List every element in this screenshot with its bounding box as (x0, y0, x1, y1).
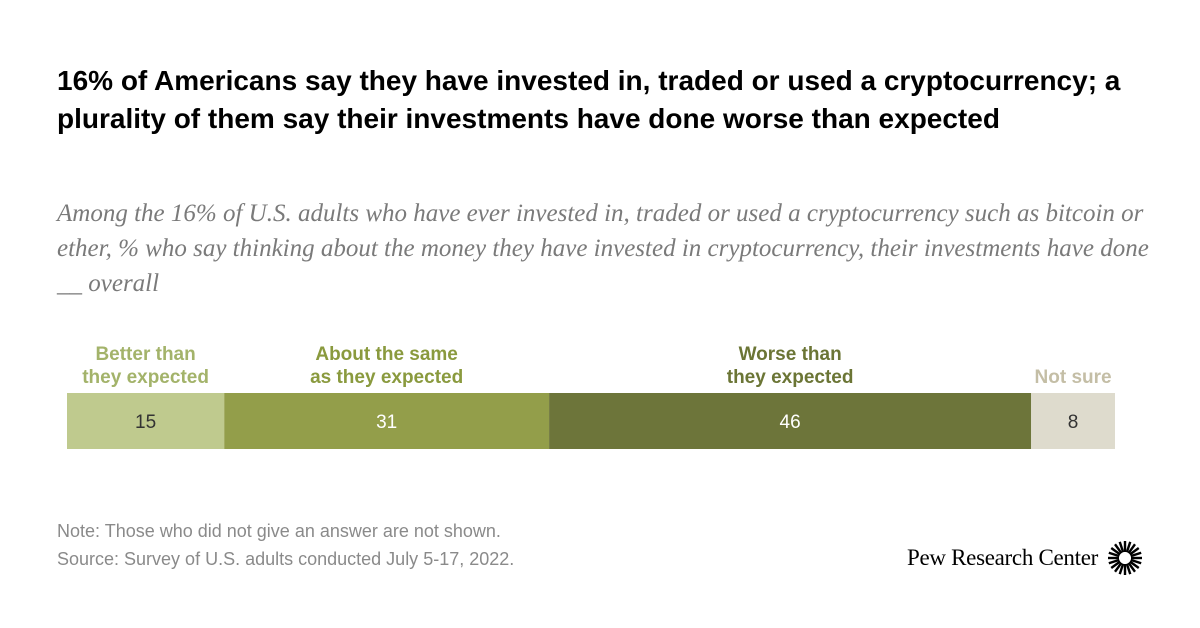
category-label-2-line-1: About the same (315, 344, 458, 365)
data-label-1: 15 (135, 412, 156, 433)
category-label-3-line-1: Worse than (739, 344, 842, 365)
data-label-2: 31 (376, 412, 397, 433)
pew-logo: Pew Research Center (907, 540, 1144, 576)
bar-segment-2 (224, 393, 550, 449)
chart-source: Source: Survey of U.S. adults conducted … (57, 549, 515, 569)
chart-title: 16% of Americans say they have invested … (57, 65, 1121, 134)
data-label-3: 46 (780, 412, 801, 433)
chart-subtitle: Among the 16% of U.S. adults who have ev… (57, 200, 1149, 297)
category-label-1-line-1: Better than (95, 344, 195, 365)
pew-sunburst-icon (1108, 541, 1142, 575)
category-label-1-line-2: they expected (82, 367, 209, 388)
bar-segment-4 (1031, 393, 1115, 449)
bar-segment-3 (549, 393, 1032, 449)
category-label-3-line-2: they expected (727, 367, 854, 388)
logo-text: Pew Research Center (906, 545, 1098, 570)
category-label-4-line-1: Not sure (1035, 367, 1112, 388)
chart-note: Note: Those who did not give an answer a… (57, 521, 501, 541)
bar-segment-1 (67, 393, 225, 449)
data-label-4: 8 (1068, 412, 1079, 433)
category-label-2-line-2: as they expected (310, 367, 463, 388)
